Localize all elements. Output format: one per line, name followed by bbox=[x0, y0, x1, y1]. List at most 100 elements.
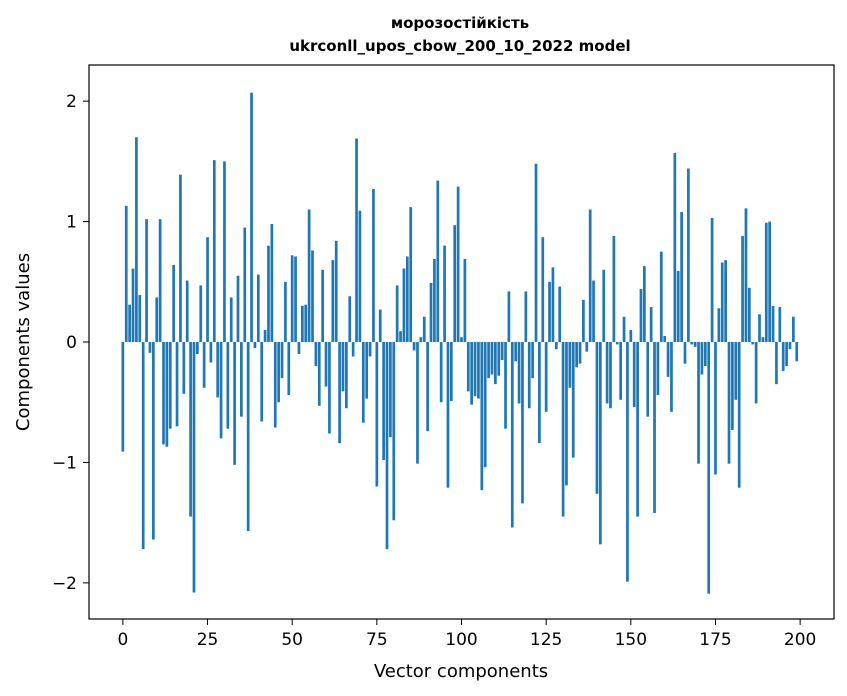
bar-2 bbox=[128, 304, 131, 342]
bar-175 bbox=[714, 342, 717, 475]
bar-75 bbox=[375, 342, 379, 487]
bar-65 bbox=[341, 342, 345, 392]
bar-197 bbox=[788, 342, 792, 350]
bar-80 bbox=[392, 342, 396, 521]
bar-85 bbox=[409, 207, 413, 342]
bar-140 bbox=[595, 342, 599, 494]
bar-139 bbox=[592, 280, 595, 342]
bar-153 bbox=[639, 289, 643, 342]
y-tick-label-1: 1 bbox=[66, 213, 77, 233]
x-axis-ticks: 0 25 50 75 100 125 150 175 200 bbox=[117, 619, 816, 650]
bar-49 bbox=[287, 342, 291, 395]
bar-82 bbox=[399, 331, 402, 342]
bar-88 bbox=[419, 337, 423, 342]
bar-91 bbox=[429, 282, 433, 342]
bar-133 bbox=[571, 342, 575, 458]
bar-199 bbox=[795, 342, 799, 362]
bar-46 bbox=[277, 342, 280, 403]
bar-98 bbox=[453, 225, 457, 342]
bar-118 bbox=[521, 342, 524, 504]
bar-68 bbox=[351, 342, 355, 357]
bar-104 bbox=[473, 342, 477, 397]
bar-55 bbox=[307, 209, 311, 342]
bar-89 bbox=[422, 316, 426, 342]
bar-67 bbox=[348, 296, 352, 342]
y-axis-ticks: −2 −1 0 1 2 bbox=[52, 92, 89, 594]
x-tick-label-0: 0 bbox=[117, 630, 128, 650]
bar-24 bbox=[202, 342, 206, 388]
bar-37 bbox=[246, 342, 250, 532]
bar-190 bbox=[764, 222, 768, 342]
bar-123 bbox=[538, 342, 541, 444]
bar-122 bbox=[534, 163, 538, 342]
bar-177 bbox=[720, 262, 724, 342]
bar-87 bbox=[416, 342, 419, 464]
bar-9 bbox=[151, 342, 155, 540]
bar-13 bbox=[165, 342, 169, 447]
bar-117 bbox=[517, 342, 521, 404]
chart-subtitle: ukrconll_upos_cbow_200_10_2022 model bbox=[289, 37, 630, 55]
bar-186 bbox=[751, 342, 755, 345]
bar-16 bbox=[175, 342, 179, 427]
bar-109 bbox=[490, 342, 494, 375]
bar-191 bbox=[768, 221, 772, 342]
bar-12 bbox=[162, 342, 165, 445]
bar-92 bbox=[433, 258, 436, 342]
bar-64 bbox=[338, 342, 341, 444]
bar-170 bbox=[697, 342, 700, 464]
bar-8 bbox=[148, 342, 152, 353]
bar-135 bbox=[578, 342, 582, 364]
bar-162 bbox=[670, 342, 673, 412]
bar-192 bbox=[771, 305, 775, 342]
bar-101 bbox=[463, 258, 467, 342]
bar-137 bbox=[585, 342, 589, 352]
bar-51 bbox=[294, 256, 297, 342]
bar-86 bbox=[412, 342, 416, 351]
bar-120 bbox=[527, 342, 531, 409]
bar-167 bbox=[687, 168, 690, 342]
bar-81 bbox=[395, 285, 399, 342]
bar-57 bbox=[314, 342, 318, 367]
bar-25 bbox=[206, 237, 209, 342]
bar-145 bbox=[612, 236, 616, 342]
bar-147 bbox=[619, 342, 623, 400]
bar-59 bbox=[321, 269, 325, 342]
bar-163 bbox=[673, 152, 677, 342]
bar-48 bbox=[284, 281, 287, 342]
x-tick-label-75: 75 bbox=[366, 630, 388, 650]
bar-32 bbox=[229, 297, 233, 342]
bar-110 bbox=[494, 342, 497, 385]
bar-47 bbox=[280, 342, 284, 379]
bar-78 bbox=[385, 342, 389, 550]
bar-132 bbox=[568, 342, 572, 388]
bar-155 bbox=[646, 342, 650, 417]
x-tick-label-50: 50 bbox=[281, 630, 303, 650]
bar-17 bbox=[179, 174, 182, 342]
bar-142 bbox=[602, 269, 606, 342]
bar-126 bbox=[548, 281, 551, 342]
bar-130 bbox=[561, 342, 565, 517]
bar-84 bbox=[405, 256, 409, 342]
bar-119 bbox=[524, 291, 528, 342]
bar-158 bbox=[656, 342, 660, 395]
y-axis-label: Components values bbox=[13, 253, 34, 431]
x-tick-label-200: 200 bbox=[784, 630, 816, 650]
bar-124 bbox=[541, 237, 545, 342]
bar-45 bbox=[273, 342, 277, 428]
y-tick-label--2: −2 bbox=[52, 574, 77, 594]
bar-156 bbox=[649, 307, 653, 342]
bar-44 bbox=[270, 223, 274, 342]
bar-168 bbox=[690, 342, 694, 345]
bar-196 bbox=[785, 342, 788, 367]
bar-28 bbox=[216, 342, 220, 398]
bar-116 bbox=[514, 342, 518, 362]
bar-105 bbox=[477, 342, 480, 399]
bar-19 bbox=[185, 280, 189, 342]
bar-76 bbox=[378, 309, 382, 342]
bar-53 bbox=[300, 305, 304, 342]
bar-72 bbox=[365, 342, 369, 399]
bar-70 bbox=[358, 210, 362, 342]
x-tick-label-100: 100 bbox=[445, 630, 477, 650]
